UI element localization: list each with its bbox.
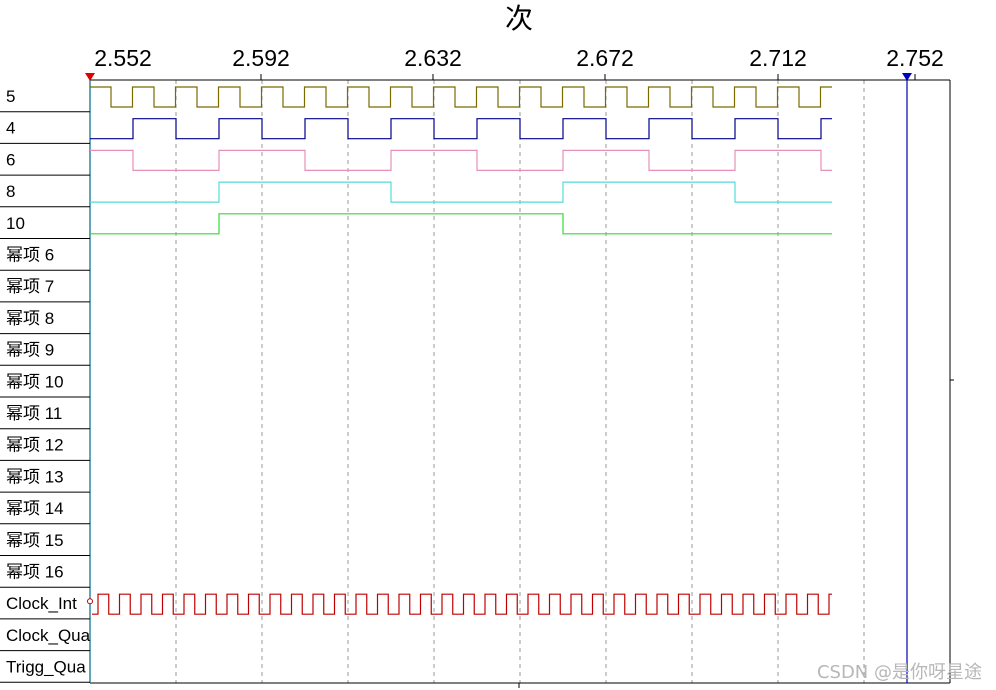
right-cursor-marker[interactable]	[902, 73, 912, 81]
waveform-5	[90, 86, 832, 108]
left-cursor-marker[interactable]	[85, 73, 95, 81]
channel-label[interactable]: 幂项 9	[6, 341, 54, 360]
channel-label[interactable]: 6	[6, 150, 15, 169]
window-title: 次	[505, 2, 533, 35]
time-tick-label: 2.592	[232, 45, 290, 71]
waveform-6	[90, 149, 832, 171]
waveform-8	[90, 181, 832, 203]
channel-label[interactable]: 幂项 6	[6, 246, 54, 265]
channel-label[interactable]: 幂项 10	[6, 372, 64, 391]
channel-label[interactable]: 幂项 8	[6, 309, 54, 328]
channel-label[interactable]: 5	[6, 87, 15, 106]
channel-label[interactable]: 8	[6, 182, 15, 201]
channel-label[interactable]: 幂项 14	[6, 499, 64, 518]
channel-label[interactable]: Clock_Qua	[6, 626, 91, 645]
waveform-10	[90, 213, 832, 235]
channel-label[interactable]: Trigg_Qua	[6, 658, 86, 677]
channel-label[interactable]: 4	[6, 119, 15, 138]
time-tick-label: 2.632	[404, 45, 462, 71]
time-tick-label: 2.752	[886, 45, 944, 71]
channel-label[interactable]: 幂项 15	[6, 531, 64, 550]
watermark: CSDN @是你呀星途	[816, 662, 982, 683]
channel-label[interactable]: 幂项 11	[6, 404, 62, 423]
waveform-clock-int	[92, 593, 832, 615]
channel-label[interactable]: 幂项 16	[6, 563, 64, 582]
waveform-4	[90, 118, 832, 140]
channel-label[interactable]: Clock_Int	[6, 594, 77, 613]
time-tick-label: 2.712	[749, 45, 807, 71]
time-tick-label: 2.672	[576, 45, 634, 71]
channel-label[interactable]: 幂项 12	[6, 436, 64, 455]
channel-label[interactable]: 幂项 7	[6, 277, 54, 296]
time-tick-label: 2.552	[94, 45, 152, 71]
channel-label[interactable]: 幂项 13	[6, 467, 64, 486]
channel-label[interactable]: 10	[6, 214, 25, 233]
clock-marker	[87, 598, 93, 605]
